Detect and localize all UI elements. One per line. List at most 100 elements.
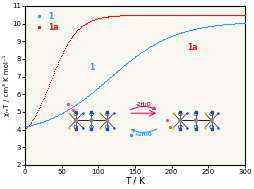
Point [101,81,105,84]
Point [56,60,60,63]
Point [159,39,163,42]
Point [55,62,59,65]
Point [211,24,215,27]
Point [224,13,228,16]
Point [236,22,240,25]
Point [232,22,236,25]
Point [198,26,202,29]
Point [36,122,40,125]
Point [137,13,141,16]
Point [117,14,121,17]
Point [225,13,229,16]
Point [77,27,81,30]
Point [120,65,124,68]
Point [60,51,64,54]
Point [197,13,201,16]
Point [113,71,117,74]
Point [155,41,159,44]
Point [207,13,211,16]
Point [109,15,113,18]
Point [154,13,158,16]
Point [211,13,215,16]
Point [162,37,166,40]
Point [32,123,36,126]
Point [100,16,104,19]
Point [230,22,234,25]
Point [66,41,70,44]
Point [135,13,139,16]
Point [166,13,170,16]
Point [137,52,141,55]
Point [38,121,42,124]
Point [238,13,242,16]
Point [174,32,179,35]
Point [126,60,131,63]
Point [131,56,135,59]
Point [65,42,69,45]
Point [154,41,158,44]
Point [239,22,243,25]
Point [171,13,175,16]
Point [84,95,88,98]
Point [37,121,41,124]
Point [109,74,113,77]
Point [199,26,203,29]
Point [242,21,246,24]
Point [196,27,200,30]
Point [101,16,105,19]
Point [159,13,163,16]
Point [148,44,152,47]
Point [222,13,226,16]
Point [194,27,198,30]
Point [151,43,155,46]
Point [62,110,66,113]
Point [132,56,136,59]
Point [131,14,135,17]
Point [61,50,65,53]
Point [99,84,103,87]
Point [231,22,235,25]
Point [34,112,38,115]
Point [232,22,236,25]
Point [67,39,71,42]
Point [180,13,184,16]
Point [165,13,169,16]
Point [89,92,93,95]
Point [77,101,81,104]
Point [26,125,30,128]
Point [187,13,191,16]
Point [215,24,219,27]
Point [38,103,42,106]
Point [34,122,38,125]
Point [89,19,93,22]
Point [92,89,96,92]
Point [176,32,180,35]
Point [68,37,72,40]
Point [98,84,102,87]
Point [117,68,121,71]
Point [144,13,148,16]
Point [190,13,194,16]
Point [59,112,64,115]
Point [77,100,82,103]
Point [215,13,219,16]
Point [75,102,79,105]
Point [177,32,181,35]
Point [37,105,41,108]
Point [111,73,115,76]
Point [203,13,207,16]
Point [103,80,107,83]
Point [241,21,245,24]
Point [139,50,144,53]
Point [28,124,33,127]
Point [174,13,179,16]
Point [138,51,142,54]
Point [161,38,165,41]
Point [239,13,243,16]
Point [33,122,37,125]
Point [186,13,190,16]
Point [201,26,205,29]
Point [227,22,231,25]
Point [35,110,39,113]
Point [91,90,95,93]
